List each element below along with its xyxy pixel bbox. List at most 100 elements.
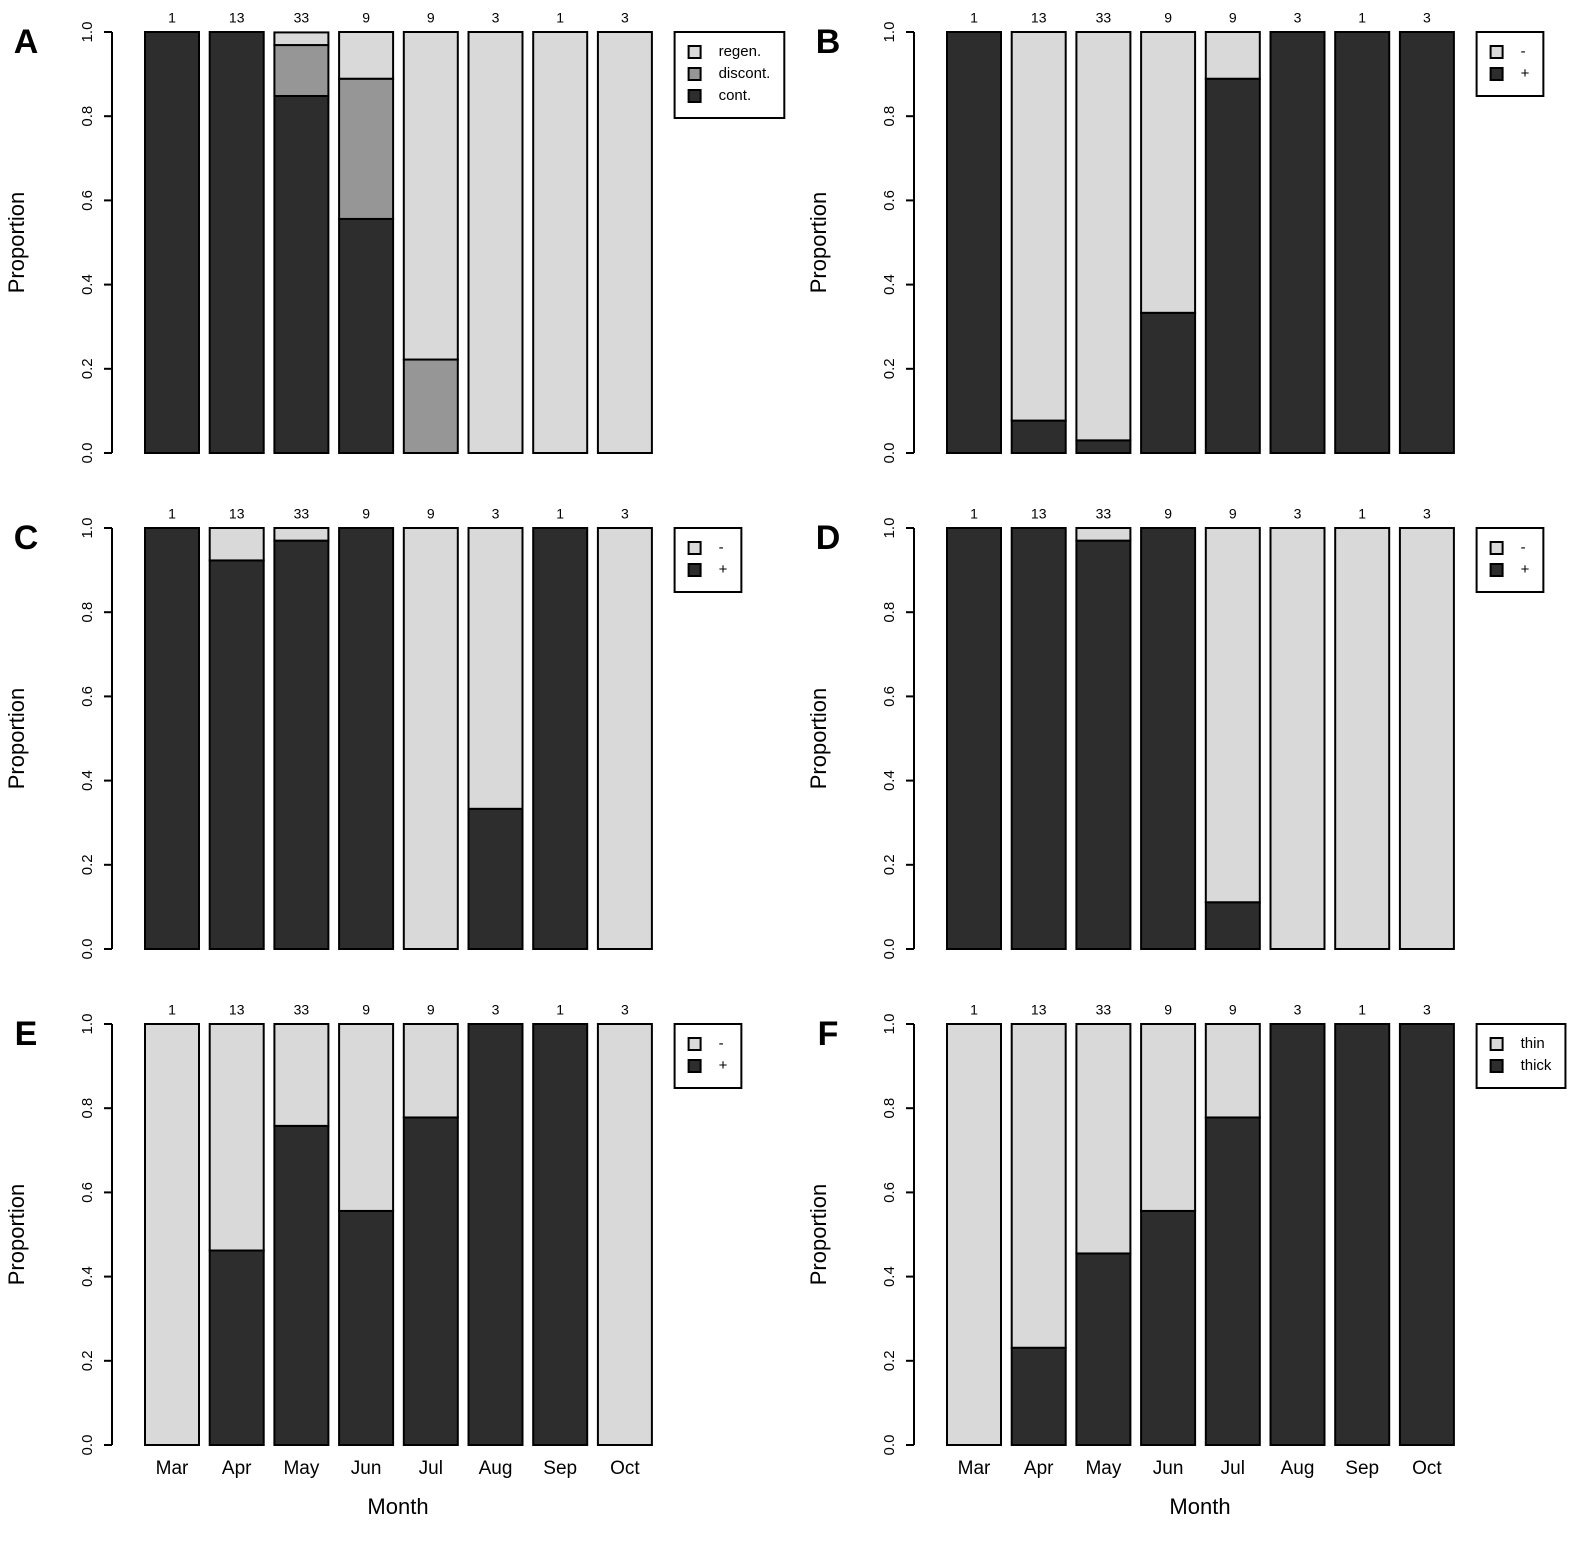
legend-box: [1475, 527, 1545, 593]
bar-segment: [1140, 311, 1197, 454]
legend-label: -: [1521, 43, 1526, 60]
y-tick-label: 0.0: [79, 1435, 96, 1456]
bar-segment: [208, 31, 265, 454]
legend-swatch: [687, 1059, 702, 1073]
x-tick-label: Sep: [1345, 1458, 1379, 1479]
count-label: 1: [970, 506, 978, 522]
bar-segment: [946, 31, 1002, 454]
bar-segment: [402, 1116, 459, 1447]
panel-letter: E: [15, 1015, 38, 1053]
y-tick-label: 0.4: [79, 1266, 96, 1287]
count-label: 9: [1164, 506, 1172, 522]
legend-label: -: [1521, 539, 1526, 556]
bar-segment: [1204, 77, 1261, 455]
count-label: 1: [168, 1002, 176, 1018]
x-tick-label: May: [283, 1458, 319, 1479]
count-label: 33: [294, 506, 310, 522]
bar-segment: [402, 1023, 459, 1119]
count-label: 1: [1358, 506, 1366, 522]
count-label: 3: [1423, 506, 1431, 522]
x-tick-label: Oct: [1412, 1458, 1442, 1479]
legend-swatch: [687, 45, 702, 59]
x-tick-label: Aug: [1281, 1458, 1315, 1479]
bar-segment: [273, 539, 330, 950]
count-label: 1: [556, 10, 564, 26]
legend-swatch: [687, 1037, 702, 1051]
bar-segment: [1075, 31, 1132, 442]
y-tick-label: 0.0: [79, 443, 96, 464]
legend-swatch: [1489, 1059, 1504, 1073]
bar-segment: [1140, 527, 1197, 950]
y-tick-label: 0.0: [79, 939, 96, 960]
count-label: 33: [1096, 506, 1112, 522]
bar-segment: [1140, 1209, 1197, 1446]
count-label: 9: [1164, 1002, 1172, 1018]
count-label: 9: [427, 1002, 435, 1018]
count-label: 33: [294, 10, 310, 26]
bar-segment: [596, 527, 653, 950]
x-tick-label: Sep: [543, 1458, 577, 1479]
y-tick-label: 0.4: [79, 770, 96, 791]
count-label: 1: [168, 506, 176, 522]
legend-box: [673, 527, 743, 593]
legend-label: -: [719, 539, 724, 556]
bar-segment: [338, 217, 395, 454]
y-tick-label: 1.0: [881, 1014, 898, 1035]
y-tick-label: 0.2: [881, 358, 898, 379]
bar-segment: [1010, 31, 1067, 422]
bar-segment: [338, 31, 395, 80]
bar-segment: [338, 1023, 395, 1212]
y-tick-label: 0.2: [79, 1350, 96, 1371]
panel-letter: A: [14, 23, 39, 61]
legend-swatch: [687, 541, 702, 555]
bar-segment: [402, 31, 459, 361]
count-label: 1: [1358, 1002, 1366, 1018]
y-axis-label: Proportion: [4, 1184, 29, 1286]
x-tick-label: Jun: [1153, 1458, 1184, 1479]
y-tick-label: 0.8: [881, 602, 898, 623]
legend-label: thin: [1521, 1035, 1545, 1052]
legend-swatch: [1489, 67, 1504, 81]
bar-segment: [273, 527, 330, 542]
count-label: 33: [294, 1002, 310, 1018]
legend-label: +: [1521, 65, 1530, 82]
legend-box: [673, 31, 786, 119]
bar-segment: [144, 527, 200, 950]
y-tick-label: 0.8: [881, 1098, 898, 1119]
bar-segment: [338, 1209, 395, 1446]
bar-segment: [946, 1023, 1002, 1446]
count-label: 13: [1031, 1002, 1047, 1018]
bar-segment: [1010, 1023, 1067, 1349]
count-label: 3: [621, 1002, 629, 1018]
bar-segment: [1075, 1023, 1132, 1255]
count-label: 3: [1423, 1002, 1431, 1018]
x-axis-label: Month: [367, 1494, 428, 1519]
y-tick-label: 0.6: [79, 686, 96, 707]
bar-segment: [144, 31, 200, 454]
bar-segment: [467, 527, 524, 810]
count-label: 3: [492, 1002, 500, 1018]
y-tick-label: 0.6: [881, 1182, 898, 1203]
bar-segment: [1269, 31, 1326, 454]
y-tick-label: 0.0: [881, 1435, 898, 1456]
legend-box: [673, 1023, 743, 1089]
y-tick-label: 1.0: [881, 518, 898, 539]
x-tick-label: Jul: [1221, 1458, 1245, 1479]
y-tick-label: 0.8: [881, 106, 898, 127]
y-axis-label: Proportion: [806, 192, 831, 294]
bar-segment: [208, 1249, 265, 1447]
bar-segment: [273, 1124, 330, 1446]
bar-segment: [1204, 527, 1261, 904]
bar-segment: [1075, 1252, 1132, 1446]
bar-segment: [144, 1023, 200, 1446]
bar-segment: [338, 527, 395, 950]
count-label: 9: [362, 506, 370, 522]
legend-swatch: [687, 67, 702, 81]
count-label: 9: [362, 1002, 370, 1018]
count-label: 13: [1031, 506, 1047, 522]
bar-segment: [273, 31, 330, 47]
count-label: 1: [556, 506, 564, 522]
bar-segment: [596, 1023, 653, 1446]
x-axis-label: Month: [1169, 1494, 1230, 1519]
